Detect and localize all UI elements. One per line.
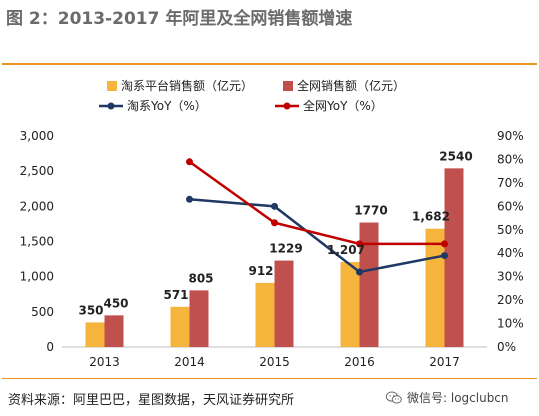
line-point — [441, 252, 448, 260]
y-right-tick-label: 80% — [497, 152, 524, 166]
y-left-tick-label: 3,000 — [20, 129, 54, 143]
y-left-tick-label: 1,000 — [20, 270, 54, 284]
bar — [255, 282, 275, 347]
source-note: 资料来源：阿里巴巴，星图数据，天风证券研究所 — [8, 393, 295, 408]
y-left-tick-label: 2,500 — [20, 164, 54, 178]
sales-growth-chart: 淘系平台销售额（亿元） 全网销售额（亿元） 淘系YoY（%） 全网YoY（%） 0 50… — [20, 78, 524, 369]
line-point — [271, 202, 278, 210]
series-line — [188, 160, 445, 246]
y-right-tick-label: 60% — [497, 199, 524, 213]
legend-label: 淘系平台销售额（亿元） — [121, 78, 253, 93]
y-right-tick-label: 90% — [497, 129, 524, 143]
legend-marker — [107, 102, 115, 110]
bar-series — [85, 168, 464, 347]
bar-data-label: 1,682 — [412, 210, 450, 224]
bar — [444, 168, 464, 347]
bar-data-label: 350 — [78, 303, 103, 317]
line-point — [356, 240, 363, 248]
title-divider — [2, 63, 537, 65]
bar — [340, 262, 360, 347]
y-right-tick-label: 40% — [497, 246, 524, 260]
bar — [425, 228, 445, 347]
x-tick-label: 2015 — [259, 355, 290, 369]
bar-data-label: 450 — [103, 296, 128, 310]
watermark: 微信号: logclubcn — [385, 389, 509, 406]
legend-swatch — [107, 81, 117, 91]
bar-data-label: 912 — [248, 264, 273, 278]
y-left-tick-label: 1,500 — [20, 235, 54, 249]
y-right-tick-label: 30% — [497, 270, 524, 284]
bar — [170, 306, 190, 347]
x-tick-label: 2017 — [429, 355, 460, 369]
line-point — [271, 219, 278, 227]
bar — [104, 315, 124, 347]
bar — [189, 290, 209, 347]
y-left-tick-label: 2,000 — [20, 199, 54, 213]
legend-swatch — [283, 81, 293, 91]
legend-label: 全网销售额（亿元） — [297, 78, 405, 93]
y-right-tick-label: 0% — [497, 340, 516, 354]
y-right-tick-label: 70% — [497, 176, 524, 190]
line-point — [441, 240, 448, 248]
footer-divider — [2, 378, 537, 379]
data-labels: 350 571 912 1,207 1,682 450 805 1229 1770 2540 — [78, 149, 472, 317]
legend-marker — [283, 102, 291, 110]
watermark-text: 微信号: logclubcn — [407, 391, 509, 405]
bar — [359, 222, 379, 347]
bar — [274, 260, 294, 347]
line-series — [186, 158, 448, 276]
chart-legend: 淘系平台销售额（亿元） 全网销售额（亿元） 淘系YoY（%） 全网YoY（%） — [99, 78, 405, 113]
series-line — [189, 198, 445, 274]
legend-label: 淘系YoY（%） — [127, 99, 207, 113]
bar — [85, 322, 105, 347]
x-tick-label: 2014 — [174, 355, 205, 369]
y-right-tick-label: 20% — [497, 293, 524, 307]
x-tick-label: 2016 — [344, 355, 375, 369]
y-right-tick-label: 50% — [497, 223, 524, 237]
bar-data-label: 1229 — [269, 242, 302, 256]
y-right-tick-label: 10% — [497, 317, 524, 331]
y-left-tick-label: 0 — [46, 340, 54, 354]
chart-axes: 0 500 1,000 1,500 2,000 2,500 3,000 0% 10% 20% 30%… — [20, 129, 524, 369]
line-point — [186, 158, 193, 166]
wechat-icon — [385, 391, 402, 404]
line-point — [186, 195, 193, 203]
line-point — [356, 268, 363, 276]
bar-data-label: 805 — [188, 271, 213, 285]
figure-title: 图 2：2013-2017 年阿里及全网销售额增速 — [6, 9, 353, 29]
bar-data-label: 571 — [163, 288, 188, 302]
bar-data-label: 1,207 — [327, 243, 365, 257]
y-left-tick-label: 500 — [31, 305, 54, 319]
bar-data-label: 2540 — [439, 149, 472, 163]
legend-label: 全网YoY（%） — [303, 98, 383, 113]
bar-data-label: 1770 — [354, 204, 387, 218]
x-tick-label: 2013 — [89, 355, 120, 369]
